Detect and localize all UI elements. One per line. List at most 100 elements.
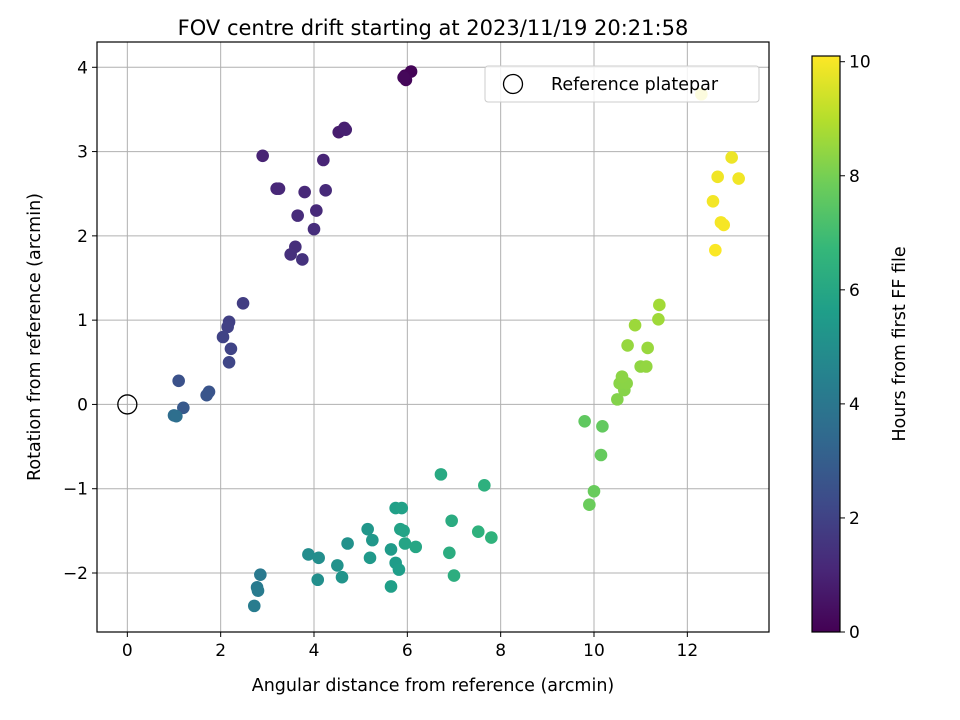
data-point [578, 414, 591, 428]
data-point [384, 580, 398, 593]
legend-marker-icon [502, 73, 524, 95]
x-tick-label: 12 [677, 641, 699, 661]
x-tick-label: 0 [122, 641, 133, 661]
data-point [384, 543, 398, 556]
data-point [711, 170, 724, 184]
data-point [247, 599, 261, 613]
legend: Reference platepar [484, 65, 760, 103]
colorbar-tick-label: 8 [849, 167, 860, 187]
data-point [709, 243, 722, 257]
y-tick-label: 2 [77, 227, 88, 247]
data-point [177, 401, 190, 415]
data-point [172, 374, 185, 388]
colorbar: 0 2 4 6 8 10 Hours from first FF file [811, 53, 910, 643]
data-point [443, 546, 456, 560]
data-point [447, 569, 461, 582]
data-point [170, 409, 183, 423]
y-tick-label: 0 [77, 395, 88, 415]
data-point [311, 573, 325, 587]
chart-title: FOV centre drift starting at 2023/11/19 … [178, 16, 689, 40]
data-point [725, 151, 738, 164]
data-points [167, 65, 745, 613]
data-point [641, 341, 654, 355]
data-point [302, 548, 315, 561]
data-point [594, 448, 608, 462]
grid-lines [97, 42, 769, 632]
data-point [296, 253, 309, 266]
data-point [621, 339, 634, 352]
data-point [339, 123, 353, 136]
data-point [272, 182, 286, 195]
data-point [221, 320, 234, 334]
colorbar-label: Hours from first FF file [890, 246, 910, 441]
data-point [397, 524, 410, 538]
plot-frame [96, 41, 770, 633]
data-point [361, 522, 374, 536]
x-tick-label: 4 [309, 641, 320, 661]
data-point [398, 537, 412, 550]
data-point [395, 501, 409, 515]
reference-marker-layer [117, 394, 138, 415]
data-point [291, 209, 304, 222]
colorbar-tick-label: 6 [849, 281, 860, 301]
legend-box [484, 65, 760, 103]
y-tick-label: −1 [63, 480, 88, 500]
data-point [366, 533, 379, 547]
colorbar-tick-label: 4 [849, 395, 860, 415]
y-tick-label: −2 [63, 564, 88, 584]
y-axis-label: Rotation from reference (arcmin) [25, 193, 45, 481]
data-point [397, 71, 410, 84]
x-tick-label: 2 [215, 641, 226, 661]
data-point [331, 559, 344, 572]
data-point [251, 584, 265, 597]
data-point [434, 468, 448, 481]
legend-entry: Reference platepar [551, 75, 719, 95]
x-axis-label: Angular distance from reference (arcmin) [252, 676, 615, 696]
y-tick-label: 1 [77, 311, 88, 331]
data-point [312, 551, 325, 565]
data-point [717, 218, 731, 232]
data-point [307, 222, 321, 236]
data-point [335, 570, 349, 584]
x-tick-label: 8 [495, 641, 506, 661]
x-tick-label: 10 [583, 641, 605, 661]
data-point [341, 537, 354, 550]
data-point [363, 551, 377, 565]
data-point [583, 498, 596, 512]
reference-marker [117, 394, 138, 415]
y-tick-label: 4 [77, 58, 88, 78]
data-point [652, 313, 665, 326]
data-point [478, 479, 491, 492]
data-point [587, 484, 601, 498]
data-point [319, 184, 332, 197]
colorbar-tick-label: 10 [849, 53, 871, 73]
data-point [224, 342, 238, 356]
data-point [445, 514, 458, 528]
data-point [254, 568, 267, 581]
data-point [706, 195, 720, 208]
data-point [653, 298, 666, 312]
colorbar-tick-label: 0 [849, 623, 860, 643]
colorbar-ticks: 0 2 4 6 8 10 [840, 53, 871, 643]
data-point [284, 248, 297, 261]
data-point [317, 153, 330, 167]
data-point [639, 360, 653, 373]
y-axis-ticks: −2 −1 0 1 2 3 4 [63, 58, 97, 584]
data-point [236, 296, 250, 310]
colorbar-frame [811, 55, 841, 633]
data-point [628, 318, 642, 332]
data-point [615, 370, 629, 383]
data-point [310, 204, 323, 217]
data-point [256, 149, 269, 163]
data-point [216, 330, 230, 344]
data-point [611, 393, 624, 406]
data-point [200, 388, 213, 402]
data-point [409, 540, 423, 554]
x-axis-ticks: 0 2 4 6 8 10 12 [122, 632, 698, 661]
data-point [485, 531, 498, 544]
colorbar-gradient [812, 56, 840, 632]
data-point [298, 185, 311, 199]
data-point [222, 355, 236, 369]
data-point [732, 172, 745, 185]
